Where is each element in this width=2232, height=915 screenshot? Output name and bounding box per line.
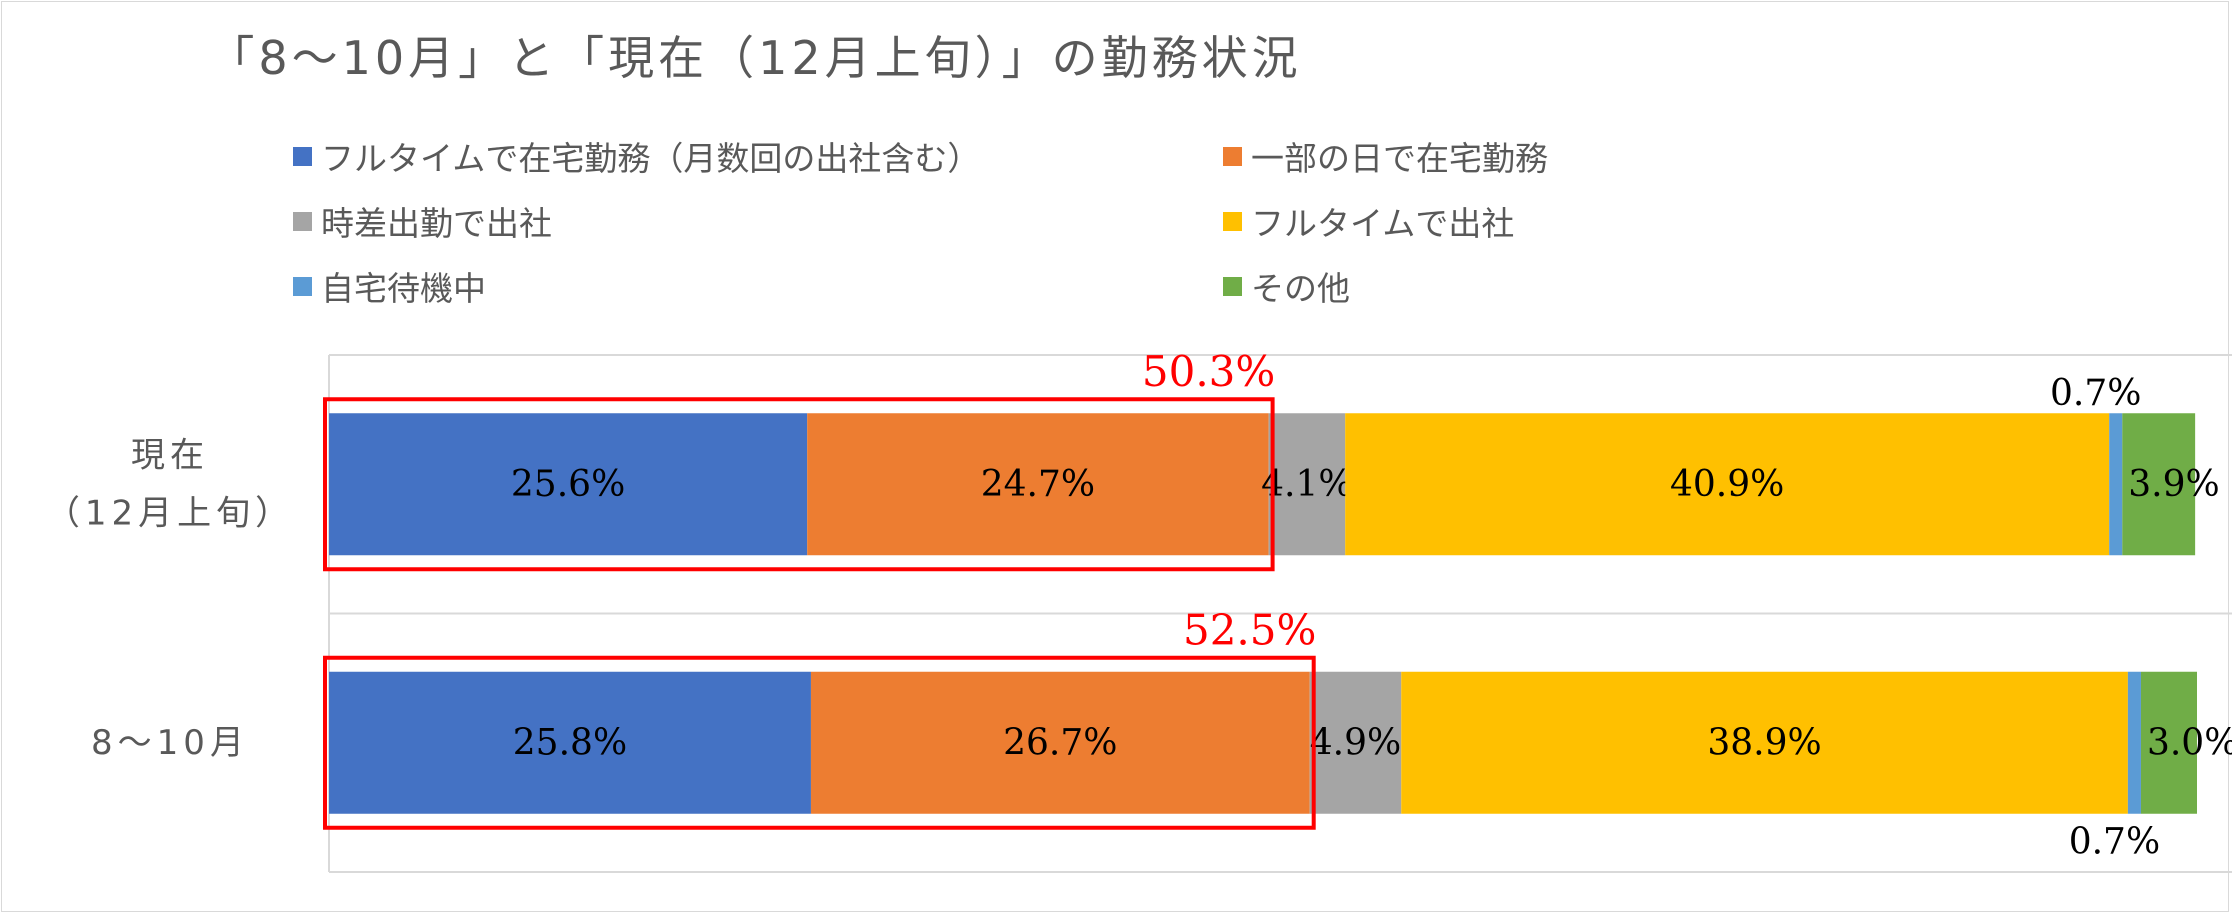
data-label: 25.8% — [513, 722, 627, 763]
legend-label: 一部の日で在宅勤務 — [1251, 139, 1548, 178]
legend-label: フルタイムで在宅勤務（月数回の出社含む） — [321, 139, 981, 178]
bar-segment — [329, 671, 811, 814]
data-label: 25.6% — [511, 464, 625, 505]
data-label: 0.7% — [2069, 821, 2160, 862]
legend-label: フルタイムで出社 — [1251, 204, 1515, 243]
category-label: （12月上旬） — [46, 493, 294, 533]
annotation-label: 52.5% — [1183, 605, 1316, 654]
legend-label: 自宅待機中 — [321, 269, 486, 308]
legend-item: 自宅待機中 — [293, 264, 486, 308]
legend-swatch — [1223, 146, 1242, 166]
data-label: 38.9% — [1707, 722, 1821, 763]
legend-item: その他 — [1223, 264, 1350, 308]
bar-segment — [2122, 413, 2196, 556]
bar-segment — [2109, 413, 2123, 556]
bar-segment — [2140, 671, 2197, 814]
bar-segment — [1345, 413, 2110, 556]
legend-label: その他 — [1251, 269, 1350, 308]
data-label: 3.9% — [2128, 464, 2219, 505]
bar-segment — [807, 413, 1269, 556]
bar-segment — [1401, 671, 2128, 814]
legend-swatch — [1223, 276, 1242, 296]
legend-item: フルタイムで在宅勤務（月数回の出社含む） — [293, 134, 980, 178]
data-label: 0.7% — [2050, 373, 2141, 414]
legend-swatch — [1223, 211, 1242, 231]
annotation-label: 50.3% — [1142, 347, 1275, 396]
chart-title: 「8～10月」と「現在（12月上旬）」の勤務状況 — [208, 31, 1302, 85]
data-label: 26.7% — [1003, 722, 1117, 763]
data-label: 40.9% — [1670, 464, 1784, 505]
highlight-box — [323, 655, 1316, 830]
legend-swatch — [293, 211, 312, 231]
legend-item: フルタイムで出社 — [1223, 199, 1514, 243]
data-label: 24.7% — [981, 464, 1095, 505]
bar-segment — [1268, 413, 1346, 556]
legend-label: 時差出勤で出社 — [321, 204, 552, 243]
highlight-box — [323, 397, 1275, 572]
bar-segment — [2127, 671, 2141, 814]
data-label: 3.0% — [2147, 722, 2232, 763]
category-label: 8～10月 — [91, 723, 249, 763]
chart-legend: フルタイムで在宅勤務（月数回の出社含む） 一部の日で在宅勤務時差出勤で出社 フルタイ… — [293, 134, 1593, 314]
legend-item: 時差出勤で出社 — [293, 199, 552, 243]
legend-swatch — [293, 146, 312, 166]
bar-segment — [1309, 671, 1402, 814]
legend-item: 一部の日で在宅勤務 — [1223, 134, 1548, 178]
legend-swatch — [293, 276, 312, 296]
data-label: 4.9% — [1310, 722, 1401, 763]
data-label: 4.1% — [1261, 464, 1352, 505]
bar-segment — [329, 413, 808, 556]
bar-segment — [810, 671, 1310, 814]
category-label: 現在 — [131, 435, 209, 475]
